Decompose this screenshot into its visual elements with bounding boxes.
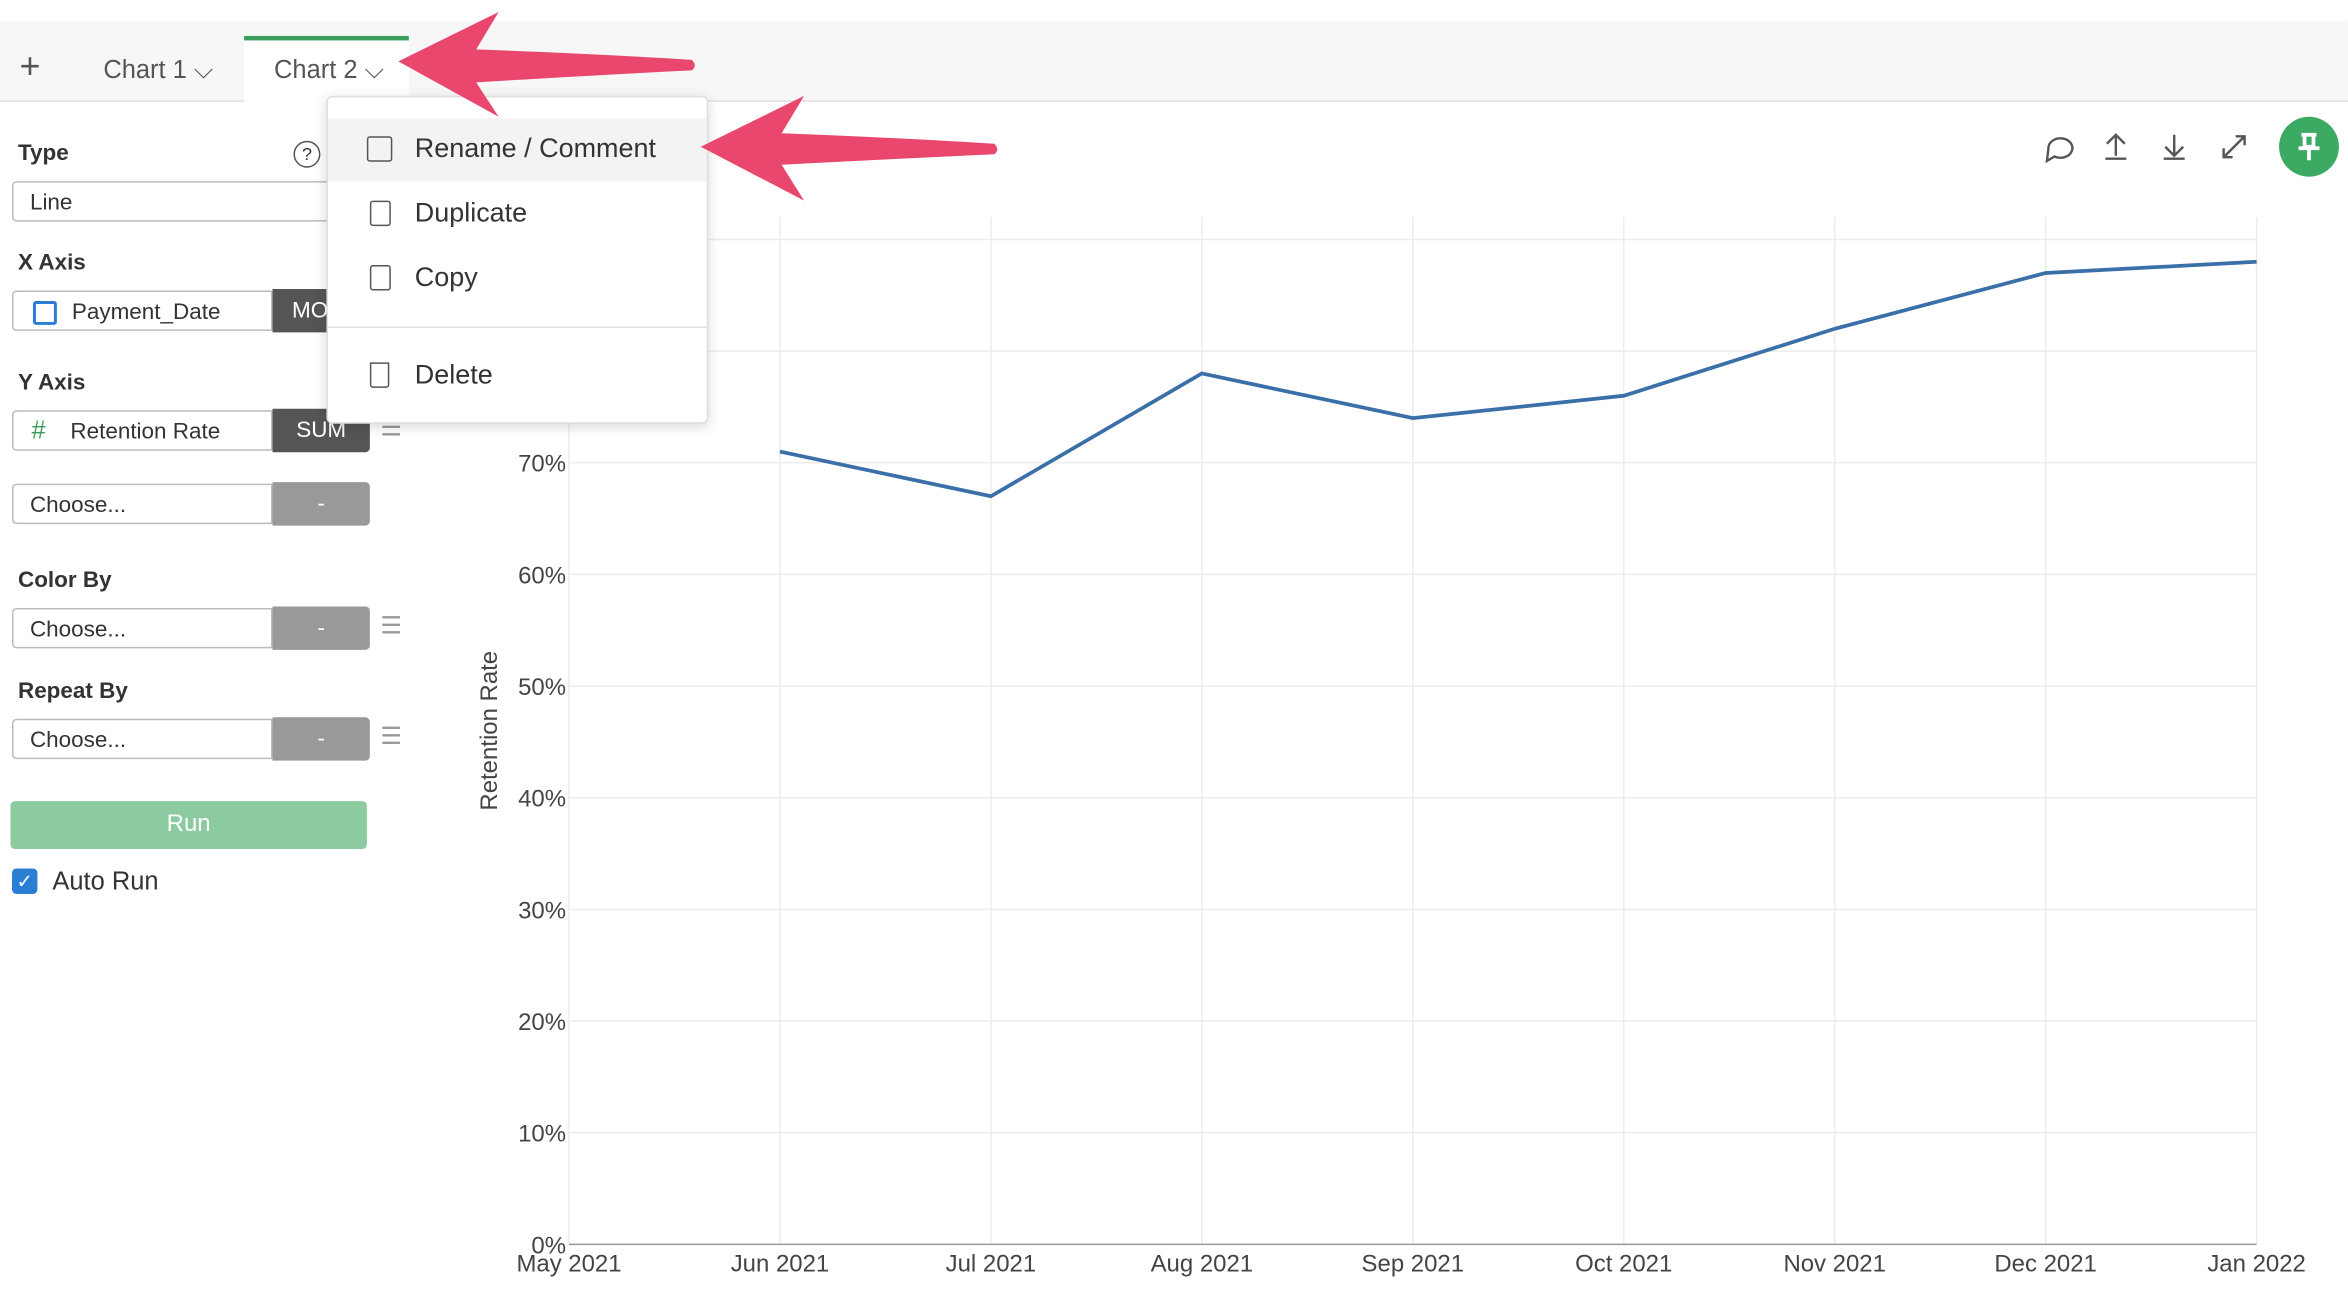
y-axis-title: Retention Rate: [476, 651, 503, 811]
help-icon[interactable]: ?: [293, 140, 321, 168]
type-select[interactable]: Line: [11, 181, 345, 222]
color-agg[interactable]: -: [272, 606, 370, 650]
add-tab[interactable]: +: [19, 46, 41, 87]
tab[interactable]: Chart 2 ⌵: [274, 55, 384, 84]
tab-label: Chart 1: [103, 55, 187, 84]
y2-agg[interactable]: -: [272, 482, 370, 526]
y-tick-label: 70%: [518, 451, 566, 478]
x-tick-label: May 2021: [516, 1250, 621, 1277]
upload-icon[interactable]: [2105, 133, 2127, 160]
y-field[interactable]: Retention Rate: [11, 410, 273, 451]
x-tick-label: Jan 2022: [2207, 1250, 2306, 1277]
active-tab[interactable]: [244, 35, 409, 107]
x-tick-label: Dec 2021: [1994, 1250, 2096, 1277]
x-tick-label: Nov 2021: [1783, 1250, 1885, 1277]
label: Color By: [17, 567, 112, 593]
calendar-icon: [32, 300, 57, 325]
tab[interactable]: Chart 1 ⌵: [103, 55, 214, 84]
expand-icon[interactable]: [2222, 135, 2246, 159]
menu-item[interactable]: Delete: [414, 359, 493, 390]
run-button[interactable]: Run: [10, 801, 367, 850]
y-tick-label: 30%: [518, 897, 566, 924]
y-agg[interactable]: SUM: [272, 408, 370, 453]
pin-icon: [2298, 132, 2320, 161]
x-tick-label: Jul 2021: [946, 1250, 1037, 1277]
line: [779, 259, 2257, 499]
tab-label: Chart 2: [274, 55, 358, 84]
number-icon: #: [31, 416, 46, 445]
toolbar: [2045, 133, 2246, 164]
x-tick-label: Sep 2021: [1362, 1250, 1465, 1277]
checkbox-label: Auto Run: [52, 866, 159, 896]
menu-item[interactable]: Rename / Comment: [414, 133, 656, 164]
copy-icon: [369, 265, 391, 291]
x-tick-label: Oct 2021: [1575, 1250, 1672, 1277]
y-tick-label: 10%: [518, 1121, 566, 1148]
x-tick-label: Aug 2021: [1151, 1250, 1254, 1277]
duplicate-icon: [369, 200, 391, 227]
download-icon[interactable]: [2163, 134, 2185, 160]
drag-handle[interactable]: ☰: [380, 724, 402, 751]
y-tick-label: 50%: [518, 674, 566, 701]
color-field[interactable]: Choose...: [11, 607, 273, 649]
y-tick-label: 40%: [518, 786, 566, 813]
comment-icon[interactable]: [2045, 137, 2074, 164]
label: Repeat By: [17, 678, 128, 704]
x-tick-label: Jun 2021: [731, 1250, 829, 1277]
trash-icon: [369, 362, 390, 388]
label: X Axis: [17, 250, 86, 276]
y-tick-label: 20%: [518, 1009, 566, 1036]
drag-handle[interactable]: ☰: [380, 613, 402, 640]
y-tick-label: 60%: [518, 562, 566, 589]
menu-item[interactable]: Duplicate: [414, 197, 528, 228]
label: Y Axis: [17, 369, 86, 396]
y-tick-label: 0%: [531, 1232, 566, 1259]
context-menu: Rename / Comment Duplicate Copy Delete: [326, 95, 709, 424]
repeat-agg[interactable]: -: [272, 717, 370, 761]
repeat-field[interactable]: Choose...: [11, 718, 273, 760]
edit-icon: [366, 136, 393, 162]
y2-field[interactable]: Choose...: [11, 483, 273, 525]
separator: [327, 326, 707, 328]
checkbox[interactable]: ✓: [11, 868, 38, 894]
label: Type: [17, 140, 69, 167]
menu-item[interactable]: Copy: [414, 262, 478, 292]
